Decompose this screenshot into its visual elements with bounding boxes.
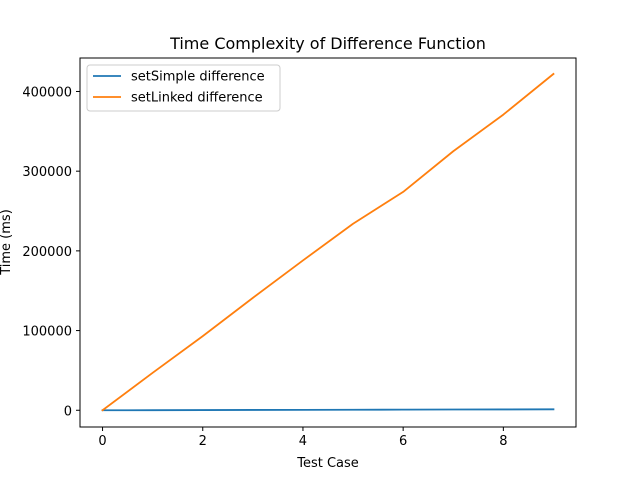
y-axis-label: Time (ms)	[0, 209, 14, 276]
legend: setSimple difference setLinked differenc…	[86, 64, 281, 112]
x-tick-label: 8	[499, 434, 507, 449]
y-tick-label: 400000	[22, 85, 72, 100]
series-lines	[101, 72, 555, 412]
x-tick-label: 6	[399, 434, 407, 449]
x-tick-label: 0	[98, 434, 106, 449]
y-tick-label: 200000	[22, 245, 72, 260]
x-tick-label: 4	[299, 434, 307, 449]
legend-label-setlinked: setLinked difference	[131, 91, 263, 106]
x-axis-ticks: 0 2 4 6 8	[98, 427, 507, 449]
plot-frame	[79, 57, 577, 428]
y-tick-label: 0	[64, 404, 72, 419]
chart-title: Time Complexity of Difference Function	[169, 34, 486, 53]
series-line-setlinked	[101, 72, 555, 412]
x-tick-label: 2	[199, 434, 207, 449]
legend-box	[86, 64, 281, 112]
y-axis-ticks: 0 100000 200000 300000 400000	[22, 85, 80, 419]
legend-label-setsimple: setSimple difference	[131, 70, 265, 85]
y-tick-label: 300000	[22, 165, 72, 180]
series-line-setsimple	[101, 408, 555, 412]
x-axis-label: Test Case	[296, 456, 359, 471]
y-tick-label: 100000	[22, 325, 72, 340]
